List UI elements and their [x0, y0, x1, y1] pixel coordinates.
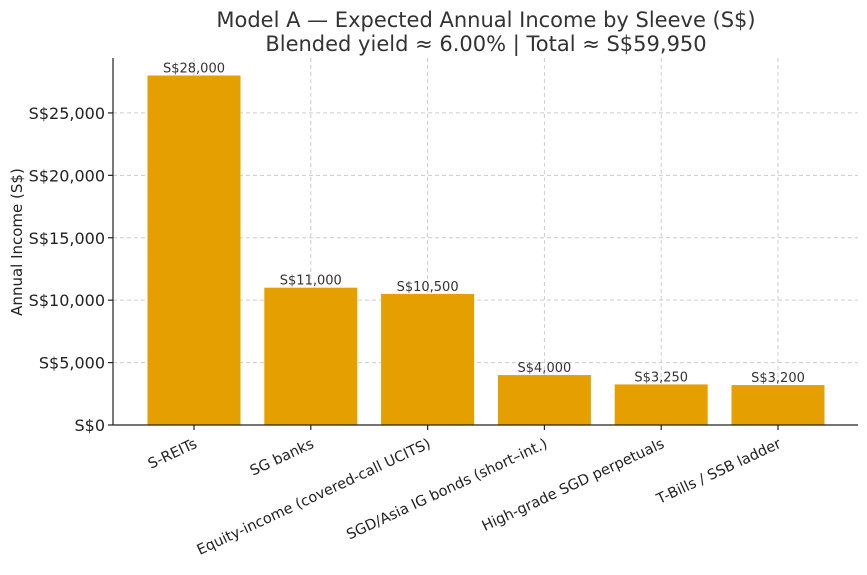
y-tick-label: S$25,000: [29, 104, 105, 123]
bar: [147, 75, 241, 425]
data-label: S$10,500: [397, 280, 459, 295]
y-tick-label: S$5,000: [39, 354, 105, 373]
data-label: S$4,000: [518, 361, 572, 376]
bars: [147, 75, 825, 425]
chart-title: Model A — Expected Annual Income by Slee…: [216, 8, 755, 32]
y-tick-label: S$15,000: [29, 229, 105, 248]
y-tick-label: S$0: [74, 416, 105, 435]
x-tick-label: S-REITs: [146, 436, 200, 472]
data-label: S$3,200: [751, 371, 805, 386]
y-tick-label: S$10,000: [29, 291, 105, 310]
x-tick-label: SGD/Asia IG bonds (short–int.): [344, 436, 550, 543]
x-tick-label: High-grade SGD perpetuals: [480, 436, 667, 535]
data-label: S$11,000: [280, 274, 342, 289]
x-tick-label: Equity-income (covered-call UCITS): [195, 436, 434, 559]
data-label: S$3,250: [634, 370, 688, 385]
axes: [108, 58, 858, 430]
bar: [731, 385, 825, 425]
chart-subtitle: Blended yield ≈ 6.00% | Total ≈ S$59,950: [265, 32, 706, 57]
y-tick-label: S$20,000: [29, 166, 105, 185]
y-axis-label: Annual Income (S$): [8, 168, 26, 316]
bar: [614, 384, 708, 425]
x-tick-label: SG banks: [248, 436, 317, 479]
bar: [381, 293, 475, 425]
bar: [497, 375, 591, 425]
data-label: S$28,000: [163, 61, 225, 76]
bar: [264, 287, 358, 425]
x-tick-label: T-Bills / SSB ladder: [654, 436, 784, 508]
